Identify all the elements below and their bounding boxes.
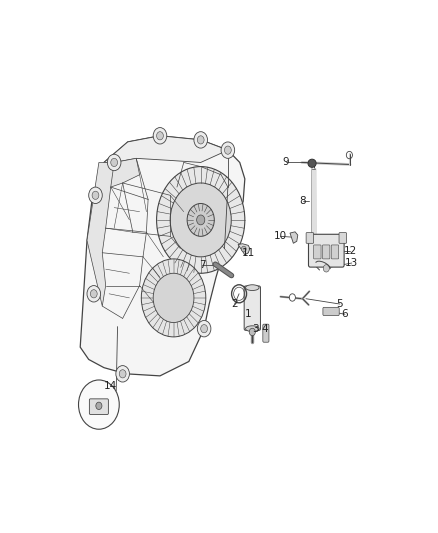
FancyBboxPatch shape <box>306 232 314 243</box>
Circle shape <box>157 132 163 140</box>
Circle shape <box>170 183 231 257</box>
Circle shape <box>141 259 206 337</box>
Text: 13: 13 <box>345 258 358 268</box>
Circle shape <box>78 380 119 429</box>
Circle shape <box>116 366 130 382</box>
Circle shape <box>241 246 246 252</box>
Circle shape <box>187 204 214 236</box>
FancyBboxPatch shape <box>323 308 339 316</box>
Text: 8: 8 <box>299 197 306 206</box>
Circle shape <box>197 136 204 144</box>
Circle shape <box>153 127 167 144</box>
Text: 14: 14 <box>104 381 117 391</box>
Circle shape <box>92 191 99 199</box>
Circle shape <box>107 154 121 171</box>
Circle shape <box>224 146 231 154</box>
FancyBboxPatch shape <box>339 232 346 243</box>
Text: 4: 4 <box>262 324 268 334</box>
Text: 1: 1 <box>245 309 251 319</box>
Circle shape <box>87 286 101 302</box>
Text: 7: 7 <box>199 260 206 270</box>
FancyBboxPatch shape <box>308 235 344 267</box>
Ellipse shape <box>308 159 316 167</box>
Circle shape <box>201 325 208 333</box>
Text: 11: 11 <box>242 248 255 258</box>
Circle shape <box>119 370 126 378</box>
Text: 6: 6 <box>342 309 348 319</box>
Ellipse shape <box>246 285 259 290</box>
FancyBboxPatch shape <box>314 245 321 259</box>
Polygon shape <box>80 136 245 376</box>
Text: 2: 2 <box>231 299 238 309</box>
Circle shape <box>153 273 194 322</box>
Circle shape <box>156 166 245 273</box>
Text: 3: 3 <box>252 324 258 334</box>
Circle shape <box>249 328 255 336</box>
Polygon shape <box>104 136 228 163</box>
Circle shape <box>290 294 295 301</box>
Ellipse shape <box>96 402 102 409</box>
Circle shape <box>88 187 102 204</box>
Circle shape <box>323 265 329 272</box>
FancyBboxPatch shape <box>89 399 108 415</box>
Circle shape <box>111 158 117 166</box>
Polygon shape <box>87 158 140 306</box>
Ellipse shape <box>246 326 259 332</box>
FancyBboxPatch shape <box>322 245 330 259</box>
Text: 5: 5 <box>336 299 343 309</box>
Circle shape <box>90 290 97 298</box>
Text: 10: 10 <box>274 231 287 241</box>
Circle shape <box>197 215 205 225</box>
Polygon shape <box>238 244 250 255</box>
Circle shape <box>197 320 211 337</box>
FancyBboxPatch shape <box>331 245 339 259</box>
Circle shape <box>194 132 208 148</box>
FancyBboxPatch shape <box>244 286 261 330</box>
Text: 12: 12 <box>343 246 357 256</box>
Text: 9: 9 <box>282 157 289 167</box>
FancyBboxPatch shape <box>263 324 269 342</box>
Polygon shape <box>290 232 298 243</box>
Circle shape <box>221 142 235 158</box>
